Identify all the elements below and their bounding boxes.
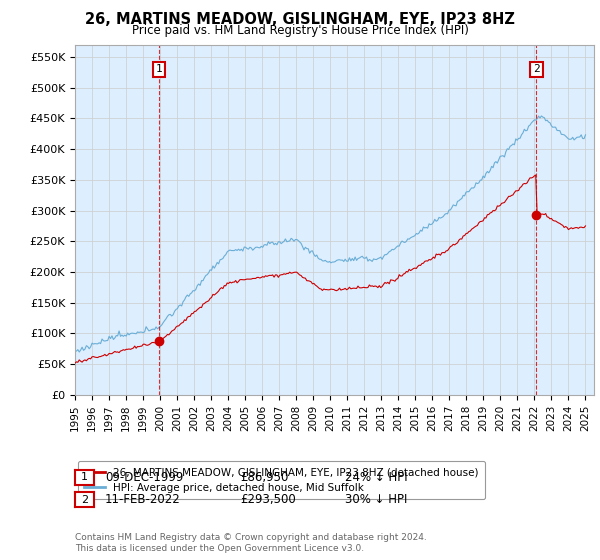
Text: Price paid vs. HM Land Registry's House Price Index (HPI): Price paid vs. HM Land Registry's House … <box>131 24 469 36</box>
Text: 2: 2 <box>81 495 88 505</box>
Text: £86,950: £86,950 <box>240 470 289 484</box>
Text: 24% ↓ HPI: 24% ↓ HPI <box>345 470 407 484</box>
Text: £293,500: £293,500 <box>240 493 296 506</box>
Text: 09-DEC-1999: 09-DEC-1999 <box>105 470 184 484</box>
Text: 1: 1 <box>81 473 88 482</box>
Text: Contains HM Land Registry data © Crown copyright and database right 2024.
This d: Contains HM Land Registry data © Crown c… <box>75 533 427 553</box>
Text: 26, MARTINS MEADOW, GISLINGHAM, EYE, IP23 8HZ: 26, MARTINS MEADOW, GISLINGHAM, EYE, IP2… <box>85 12 515 27</box>
Text: 2: 2 <box>533 64 540 74</box>
Legend: 26, MARTINS MEADOW, GISLINGHAM, EYE, IP23 8HZ (detached house), HPI: Average pri: 26, MARTINS MEADOW, GISLINGHAM, EYE, IP2… <box>77 461 485 499</box>
Text: 30% ↓ HPI: 30% ↓ HPI <box>345 493 407 506</box>
Text: 11-FEB-2022: 11-FEB-2022 <box>105 493 181 506</box>
Text: 1: 1 <box>155 64 163 74</box>
